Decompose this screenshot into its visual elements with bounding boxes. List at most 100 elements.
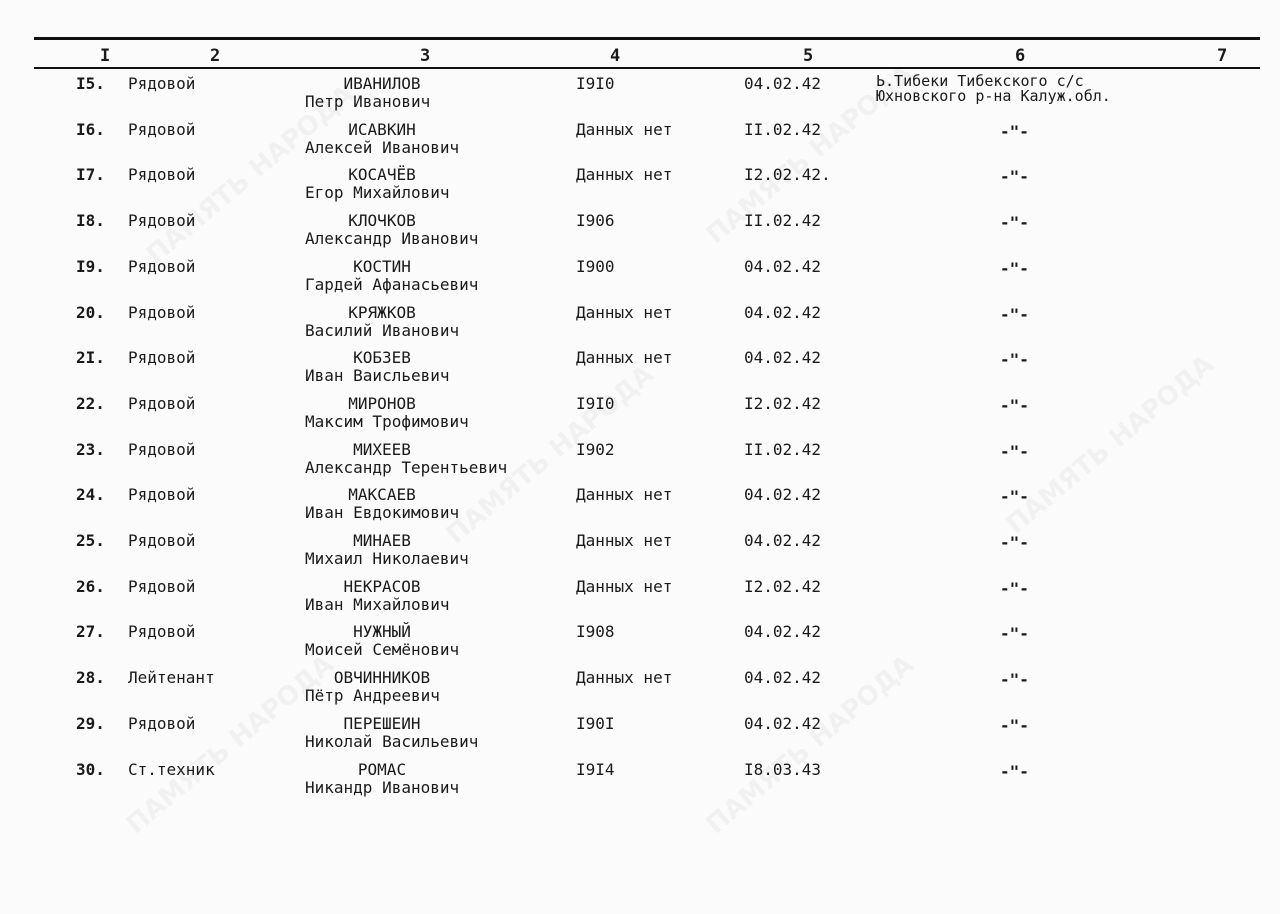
rank: Рядовой: [128, 622, 196, 642]
birth-year: I9I0: [576, 74, 615, 93]
date: 04.02.42: [744, 302, 822, 322]
row-number: I7.: [76, 165, 105, 185]
col-header-6: 6: [1015, 46, 1026, 66]
surname: НУЖНЫЙ: [353, 622, 411, 642]
birth-year: I902: [576, 439, 615, 459]
rank: Рядовой: [128, 348, 196, 368]
col-header-2: 2: [210, 46, 221, 66]
given-name: Иван Евдокимович: [305, 503, 460, 523]
ditto-mark: -"-: [1000, 121, 1029, 141]
birth-year: I9I4: [576, 759, 615, 779]
surname: КОСТИН: [353, 256, 411, 276]
surname: КОБЗЕВ: [353, 348, 411, 368]
ditto-mark: -"-: [1000, 487, 1029, 507]
birth-year: Данных нет: [576, 119, 673, 139]
row-number: 22.: [76, 393, 105, 413]
surname: ИСАВКИН: [348, 119, 416, 139]
date: I8.03.43: [744, 759, 822, 779]
given-name: Никандр Иванович: [305, 777, 460, 797]
rank: Рядовой: [128, 256, 196, 276]
ditto-mark: -"-: [1000, 761, 1029, 781]
rank: Рядовой: [128, 485, 196, 505]
date: I2.02.42.: [744, 165, 831, 185]
rank: Рядовой: [128, 119, 196, 139]
ditto-mark: -"-: [1000, 715, 1029, 735]
rank: Рядовой: [128, 531, 196, 550]
header-bottom-rule: [34, 67, 1260, 69]
ditto-mark: -"-: [1000, 258, 1029, 278]
ditto-mark: -"-: [1000, 670, 1029, 690]
surname: КОСАЧЁВ: [348, 165, 416, 185]
table-row: 26. Рядовой НЕКРАСОВ Иван Михайлович Данных …: [0, 577, 1280, 623]
table-row: 30. Ст.техник РОМАС Никандр Иванович I9I4 I8.…: [0, 760, 1280, 806]
date: II.02.42: [744, 119, 822, 139]
row-number: 25.: [76, 531, 105, 550]
col-header-5: 5: [803, 46, 814, 66]
date: 04.02.42: [744, 668, 822, 688]
row-number: 23.: [76, 439, 105, 459]
row-number: 24.: [76, 485, 105, 505]
table-row: 23. Рядовой МИХЕЕВ Александр Терентьевич I90…: [0, 440, 1280, 486]
ditto-mark: -"-: [1000, 441, 1029, 461]
birth-year: I9I0: [576, 393, 615, 413]
date: 04.02.42: [744, 622, 822, 642]
ditto-mark: -"-: [1000, 533, 1029, 552]
row-number: I8.: [76, 211, 105, 231]
col-header-4: 4: [610, 46, 621, 66]
date: I2.02.42: [744, 393, 822, 413]
table-row: I5. Рядовой ИВАНИЛОВ Петр Иванович I9I0 04.02…: [0, 74, 1280, 120]
birth-year: Данных нет: [576, 348, 673, 368]
ditto-mark: -"-: [1000, 167, 1029, 187]
surname: МИХЕЕВ: [353, 439, 411, 459]
table-row: 2I. Рядовой КОБЗЕВ Иван Ваисльевич Данных не…: [0, 348, 1280, 394]
surname: МАКСАЕВ: [348, 485, 416, 505]
birth-year: I90I: [576, 713, 615, 733]
row-number: I5.: [76, 74, 105, 93]
row-number: I6.: [76, 119, 105, 139]
given-name: Моисей Семёнович: [305, 640, 460, 660]
surname: ПЕРЕШЕИН: [343, 713, 421, 733]
ditto-mark: -"-: [1000, 350, 1029, 370]
surname: МИРОНОВ: [348, 393, 416, 413]
birth-year: Данных нет: [576, 576, 673, 596]
ditto-mark: -"-: [1000, 624, 1029, 644]
table-row: I9. Рядовой КОСТИН Гардей Афанасьевич I900 04…: [0, 257, 1280, 303]
given-name: Гардей Афанасьевич: [305, 274, 479, 294]
table-row: I7. Рядовой КОСАЧЁВ Егор Михайлович Данных н…: [0, 165, 1280, 211]
given-name: Николай Васильевич: [305, 731, 479, 751]
header-top-rule: [34, 37, 1260, 40]
table-row: I8. Рядовой КЛОЧКОВ Александр Иванович I906 I…: [0, 211, 1280, 257]
table-row: 22. Рядовой МИРОНОВ Максим Трофимович I9I0 I2…: [0, 394, 1280, 440]
date: 04.02.42: [744, 713, 822, 733]
birth-year: I908: [576, 622, 615, 642]
table-row: 28. Лейтенант ОВЧИННИКОВ Пётр Андреевич Данн…: [0, 668, 1280, 714]
col-header-3: 3: [420, 46, 431, 66]
row-number: 28.: [76, 668, 105, 688]
birth-year: I900: [576, 256, 615, 276]
surname: НЕКРАСОВ: [343, 576, 421, 596]
rank: Рядовой: [128, 393, 196, 413]
ditto-mark: -"-: [1000, 578, 1029, 598]
burial-place-line: Ь.Тибеки Тибекского с/с: [876, 72, 1084, 90]
date: 04.02.42: [744, 74, 822, 93]
birth-year: Данных нет: [576, 165, 673, 185]
table-row: 29. Рядовой ПЕРЕШЕИН Николай Васильевич I90I…: [0, 714, 1280, 760]
row-number: 26.: [76, 576, 105, 596]
row-number: 30.: [76, 759, 105, 779]
row-number: 2I.: [76, 348, 105, 368]
birth-year: Данных нет: [576, 531, 673, 550]
date: I2.02.42: [744, 576, 822, 596]
birth-year: Данных нет: [576, 485, 673, 505]
burial-place: Ь.Тибеки Тибекского с/с Юхновского р-на К…: [876, 74, 1111, 104]
rank: Рядовой: [128, 576, 196, 596]
surname: КРЯЖКОВ: [348, 302, 416, 322]
row-number: 29.: [76, 713, 105, 733]
given-name: Егор Михайлович: [305, 183, 450, 203]
ditto-mark: -"-: [1000, 304, 1029, 324]
given-name: Иван Михайлович: [305, 594, 450, 614]
birth-year: Данных нет: [576, 302, 673, 322]
rank: Рядовой: [128, 302, 196, 322]
table-row: 24. Рядовой МАКСАЕВ Иван Евдокимович Данных …: [0, 485, 1280, 531]
rank: Рядовой: [128, 439, 196, 459]
date: 04.02.42: [744, 485, 822, 505]
